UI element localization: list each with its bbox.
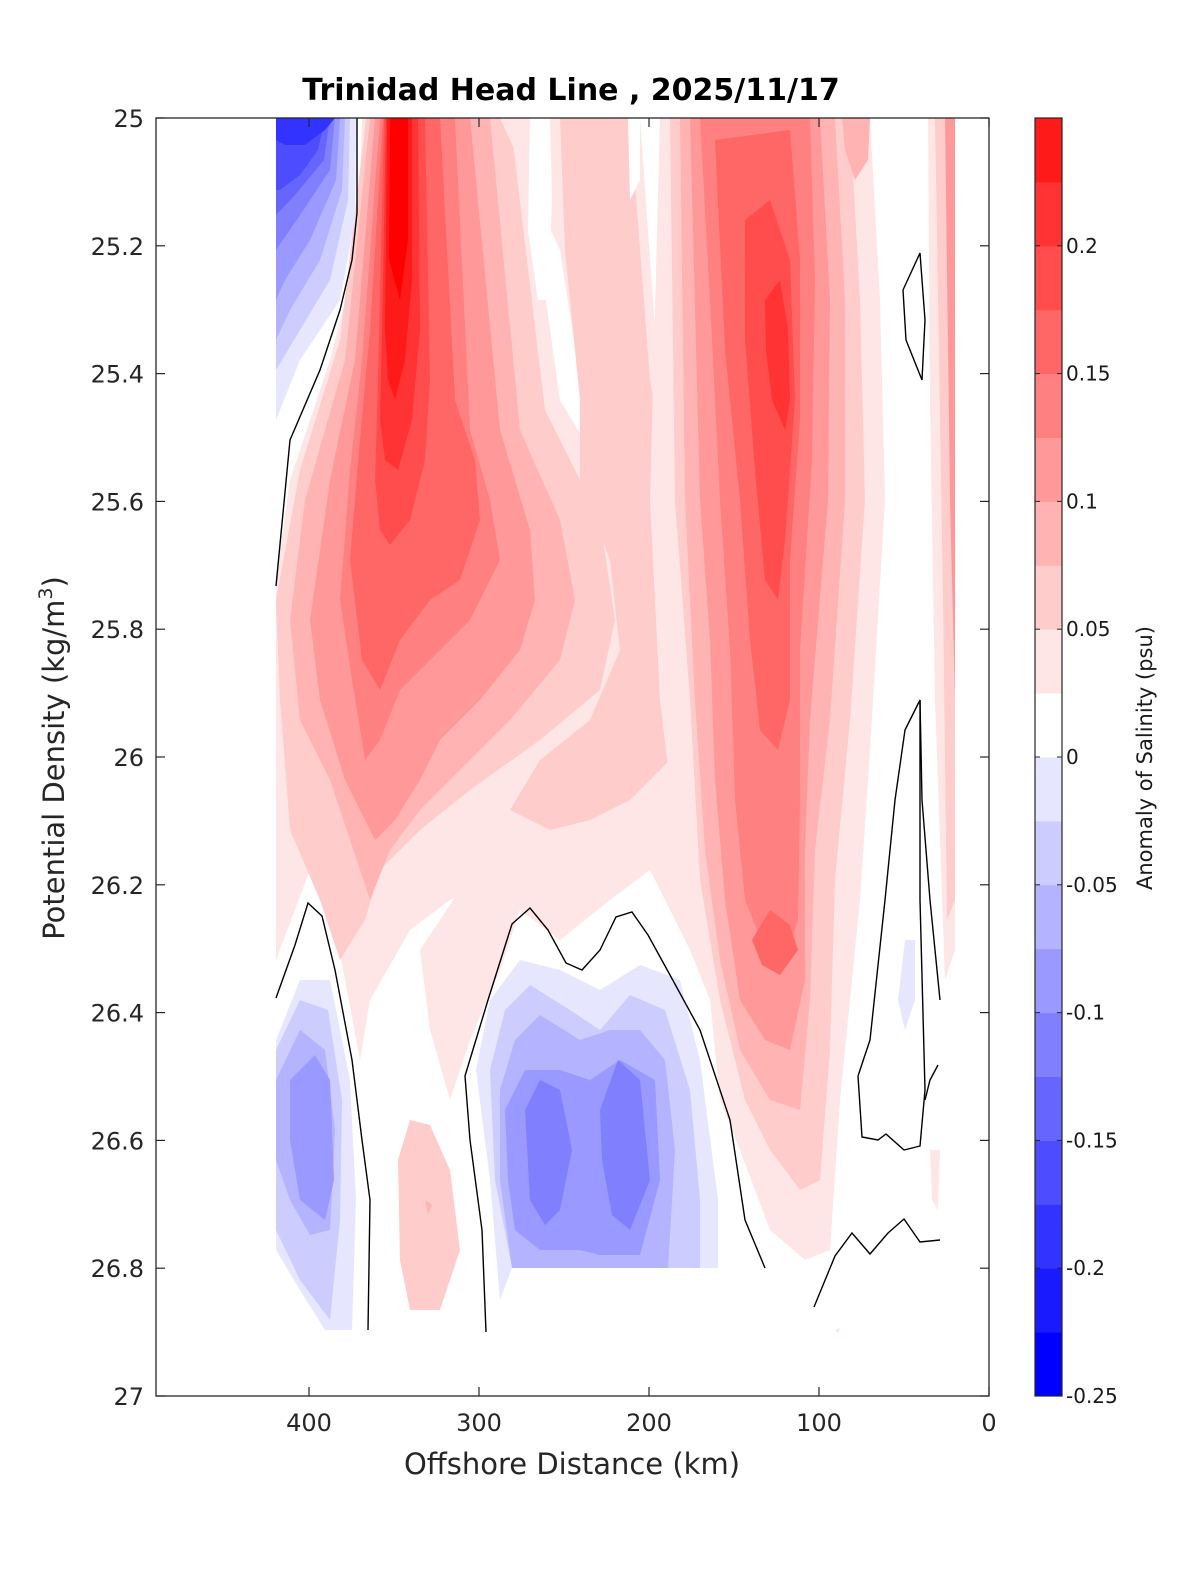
colorbar-band xyxy=(1035,1204,1062,1269)
contour-region-024 xyxy=(765,280,790,430)
colorbar-band xyxy=(1035,245,1062,311)
contour-region-038 xyxy=(276,118,335,145)
zero-contour-line-4 xyxy=(902,252,926,381)
zero-contour-line-8 xyxy=(813,1217,941,1308)
y-tick-label: 25 xyxy=(113,105,144,133)
contour-region-052 xyxy=(835,1328,840,1334)
contour-region-015 xyxy=(528,118,552,300)
y-tick-label: 27 xyxy=(113,1383,144,1411)
colorbar-tick-label: 0.2 xyxy=(1066,234,1098,258)
x-tick-label: 100 xyxy=(796,1409,842,1437)
y-axis-label: Potential Density (kg/m3) xyxy=(35,576,71,940)
colorbar-band xyxy=(1035,181,1062,247)
salinity-anomaly-field xyxy=(275,118,955,1334)
contour-region-051 xyxy=(898,940,915,1030)
colorbar-band xyxy=(1035,309,1062,375)
y-tick-label: 25.6 xyxy=(91,488,144,516)
y-axis-ticks: 25 25.2 25.4 25.6 25.8 26 26.2 26.4 26.6 26.8 27 xyxy=(91,105,989,1411)
y-tick-label: 26.2 xyxy=(91,872,144,900)
y-tick-label: 25.4 xyxy=(91,361,144,389)
colorbar-band xyxy=(1035,501,1062,566)
contour-region-048 xyxy=(600,1060,650,1230)
colorbar-band xyxy=(1035,1140,1062,1205)
colorbar-band xyxy=(1035,884,1062,950)
contour-region-012 xyxy=(389,118,408,300)
contour-region-029 xyxy=(945,118,955,700)
colorbar-band xyxy=(1035,757,1062,822)
zero-contour-line-3 xyxy=(464,906,766,1333)
y-tick-label: 26.6 xyxy=(91,1127,144,1155)
colorbar-band xyxy=(1035,1268,1062,1333)
x-tick-label: 300 xyxy=(456,1409,502,1437)
colorbar-band xyxy=(1035,565,1062,630)
colorbar-band xyxy=(1035,693,1062,758)
colorbar-band xyxy=(1035,1332,1062,1397)
colorbar-tick-label: 0.1 xyxy=(1066,489,1098,513)
colorbar-band xyxy=(1035,948,1062,1014)
colorbar-tick-label: 0 xyxy=(1066,745,1079,769)
contour-region-030 xyxy=(930,1150,940,1210)
colorbar-label: Anomaly of Salinity (psu) xyxy=(1133,626,1157,890)
colorbar-tick-label: -0.25 xyxy=(1066,1384,1118,1408)
y-axis-label-main: Potential Density (kg/m xyxy=(37,600,71,940)
chart-title: Trinidad Head Line , 2025/11/17 xyxy=(302,73,839,108)
x-axis-ticks: 400 300 200 100 0 xyxy=(286,118,997,1437)
zero-contour-line-6 xyxy=(919,699,941,1001)
colorbar-band xyxy=(1035,1012,1062,1077)
contour-region-014 xyxy=(510,118,700,830)
y-tick-label: 25.8 xyxy=(91,616,144,644)
y-tick-label: 26.8 xyxy=(91,1255,144,1283)
contour-region-042 xyxy=(290,1055,334,1220)
y-tick-label: 25.2 xyxy=(91,233,144,261)
colorbar-tick-label: -0.1 xyxy=(1066,1001,1105,1025)
contour-region-016 xyxy=(628,118,640,200)
colorbar-tick-label: -0.2 xyxy=(1066,1256,1105,1280)
x-tick-label: 0 xyxy=(981,1409,996,1437)
colorbar-tick-label: -0.15 xyxy=(1066,1128,1118,1152)
contour-region-047 xyxy=(525,1080,572,1225)
zero-contour-line-1 xyxy=(275,118,358,587)
zero-contour-line-2 xyxy=(275,901,371,1331)
contour-region-050 xyxy=(425,1200,432,1214)
y-tick-label: 26 xyxy=(113,744,144,772)
colorbar-band xyxy=(1035,820,1062,886)
x-axis-label: Offshore Distance (km) xyxy=(404,1447,740,1481)
y-axis-label-end: ) xyxy=(37,576,71,587)
colorbar-band xyxy=(1035,437,1062,502)
y-axis-label-superscript: 3 xyxy=(35,587,57,599)
colorbar-band xyxy=(1035,373,1062,438)
contour-region-049 xyxy=(398,1120,460,1310)
colorbar-ticks: 0.2 0.15 0.1 0.05 0 -0.05 -0.1 -0.15 -0.2 -0.25 xyxy=(1035,234,1118,1408)
colorbar-band xyxy=(1035,629,1062,694)
colorbar-tick-label: 0.15 xyxy=(1066,362,1111,386)
colorbar-tick-label: -0.05 xyxy=(1066,873,1118,897)
colorbar-band xyxy=(1035,1076,1062,1141)
contour-region-025 xyxy=(752,910,798,975)
zero-contour-line-5 xyxy=(857,699,926,1151)
colorbar xyxy=(1035,118,1062,1397)
y-tick-label: 26.4 xyxy=(91,1000,144,1028)
contour-region-026 xyxy=(842,118,870,180)
colorbar-tick-label: 0.05 xyxy=(1066,617,1111,641)
zero-contour-line-7 xyxy=(924,1064,939,1101)
x-tick-label: 200 xyxy=(626,1409,672,1437)
colorbar-band xyxy=(1035,118,1062,183)
x-tick-label: 400 xyxy=(286,1409,332,1437)
